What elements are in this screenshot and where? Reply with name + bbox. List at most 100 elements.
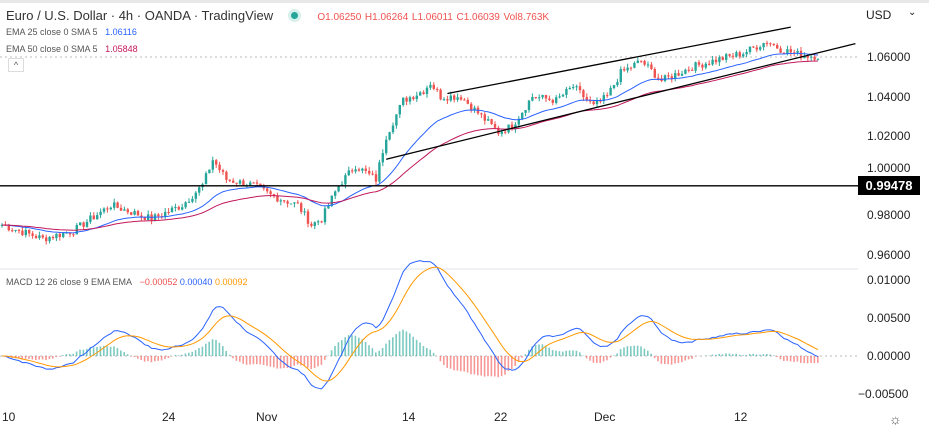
- candle-body: [432, 84, 435, 89]
- macd-histogram-bar: [728, 353, 731, 356]
- candle-body: [361, 168, 364, 171]
- macd-histogram-bar: [738, 354, 741, 356]
- candle-body: [582, 90, 585, 98]
- macd-histogram-bar: [507, 356, 510, 371]
- candle-body: [21, 230, 24, 236]
- macd-histogram-bar: [742, 355, 744, 356]
- macd-tick: −0.00500: [858, 387, 909, 401]
- macd-histogram-bar: [793, 356, 795, 362]
- macd-histogram-bar: [664, 356, 666, 364]
- macd-histogram-bar: [242, 356, 244, 364]
- macd-histogram-bar: [218, 342, 221, 356]
- candle-body: [116, 202, 119, 208]
- candle-body: [395, 114, 398, 126]
- macd-histogram-bar: [150, 356, 153, 363]
- candle-body: [11, 230, 14, 232]
- candle-body: [252, 182, 255, 184]
- macd-histogram-bar: [640, 346, 642, 356]
- macd-histogram-bar: [194, 350, 197, 356]
- macd-histogram-bar: [602, 356, 605, 362]
- candle-body: [136, 211, 140, 216]
- macd-histogram-bar: [466, 356, 469, 373]
- macd-histogram-bar: [606, 356, 608, 361]
- macd-histogram-bar: [337, 342, 340, 356]
- candle-body: [38, 235, 41, 239]
- macd-histogram-bar: [293, 356, 295, 366]
- macd-histogram-bar: [800, 356, 802, 363]
- candle-body: [497, 127, 500, 134]
- candle-body: [738, 52, 741, 57]
- macd-histogram-bar: [446, 356, 448, 368]
- candle-body: [167, 211, 170, 213]
- candle-body: [130, 212, 133, 215]
- macd-histogram-bar: [555, 350, 557, 356]
- macd-histogram-bar: [779, 356, 782, 360]
- macd-histogram-bar: [415, 339, 418, 356]
- macd-histogram-bar: [259, 356, 261, 365]
- macd-histogram-bar: [681, 356, 683, 363]
- macd-histogram-bar: [262, 356, 265, 366]
- macd-histogram-bar: [803, 356, 805, 364]
- macd-histogram-bar: [796, 356, 799, 362]
- chevron-down-icon[interactable]: ⌄: [908, 7, 917, 18]
- macd-histogram-bar: [55, 356, 57, 357]
- candle-body: [575, 86, 578, 88]
- macd-histogram-bar: [296, 356, 299, 365]
- candle-body: [289, 203, 293, 205]
- candle-body: [677, 73, 680, 76]
- price-tick: 1.04000: [867, 89, 911, 104]
- macd-histogram-bar: [514, 356, 516, 366]
- ema50-legend[interactable]: EMA 50 close 0 SMA 5 1.05848: [6, 44, 138, 54]
- trendline: [386, 42, 856, 160]
- candle-body: [694, 62, 697, 71]
- macd-histogram-bar: [96, 347, 98, 356]
- time-tick: 14: [402, 410, 416, 424]
- candle-body: [612, 85, 616, 88]
- macd-histogram-bar: [103, 345, 105, 356]
- macd-histogram-bar: [375, 352, 377, 356]
- candle-body: [483, 114, 486, 121]
- volume: Vol8.763K: [503, 12, 550, 23]
- macd-histogram-bar: [684, 356, 686, 361]
- candle-body: [323, 208, 327, 223]
- ema25-legend[interactable]: EMA 25 close 0 SMA 5 1.06116: [6, 27, 137, 37]
- candle-body: [296, 202, 299, 204]
- candle-body: [293, 202, 296, 204]
- candle-body: [62, 232, 65, 238]
- candle-body: [164, 211, 167, 217]
- candle-body: [276, 196, 279, 202]
- macd-histogram-bar: [28, 356, 30, 359]
- candle-body: [643, 60, 646, 65]
- candle-body: [306, 211, 310, 224]
- macd-histogram-bar: [426, 347, 428, 356]
- candle-body: [429, 84, 432, 88]
- macd-histogram-bar: [460, 356, 462, 372]
- collapse-legend-button[interactable]: ^: [8, 58, 24, 72]
- candle-body: [96, 215, 99, 220]
- candle-body: [119, 207, 123, 211]
- macd-histogram-bar: [313, 356, 316, 369]
- macd-histogram-bar: [772, 355, 775, 356]
- candle-body: [303, 211, 306, 213]
- macd-histogram-bar: [392, 337, 394, 356]
- macd-histogram-bar: [167, 356, 170, 359]
- macd-histogram-bar: [810, 356, 812, 363]
- macd-legend[interactable]: MACD 12 26 close 9 EMA EMA −0.00052 0.00…: [6, 277, 248, 287]
- candle-body: [446, 99, 449, 101]
- macd-histogram-bar: [732, 354, 734, 356]
- macd-histogram-bar: [691, 356, 693, 359]
- candle-body: [143, 216, 146, 220]
- macd-histogram-bar: [585, 356, 588, 359]
- macd-histogram-bar: [623, 347, 625, 356]
- macd-histogram-bar: [521, 356, 523, 358]
- settings-gear-icon[interactable]: ☼: [889, 411, 902, 427]
- candle-body: [419, 92, 422, 96]
- macd-histogram-bar: [120, 350, 122, 356]
- candle-body: [718, 57, 721, 63]
- macd-histogram-bar: [490, 356, 493, 377]
- currency-selector[interactable]: USD: [866, 8, 892, 22]
- candle-body: [133, 211, 136, 215]
- macd-histogram-bar: [456, 356, 459, 371]
